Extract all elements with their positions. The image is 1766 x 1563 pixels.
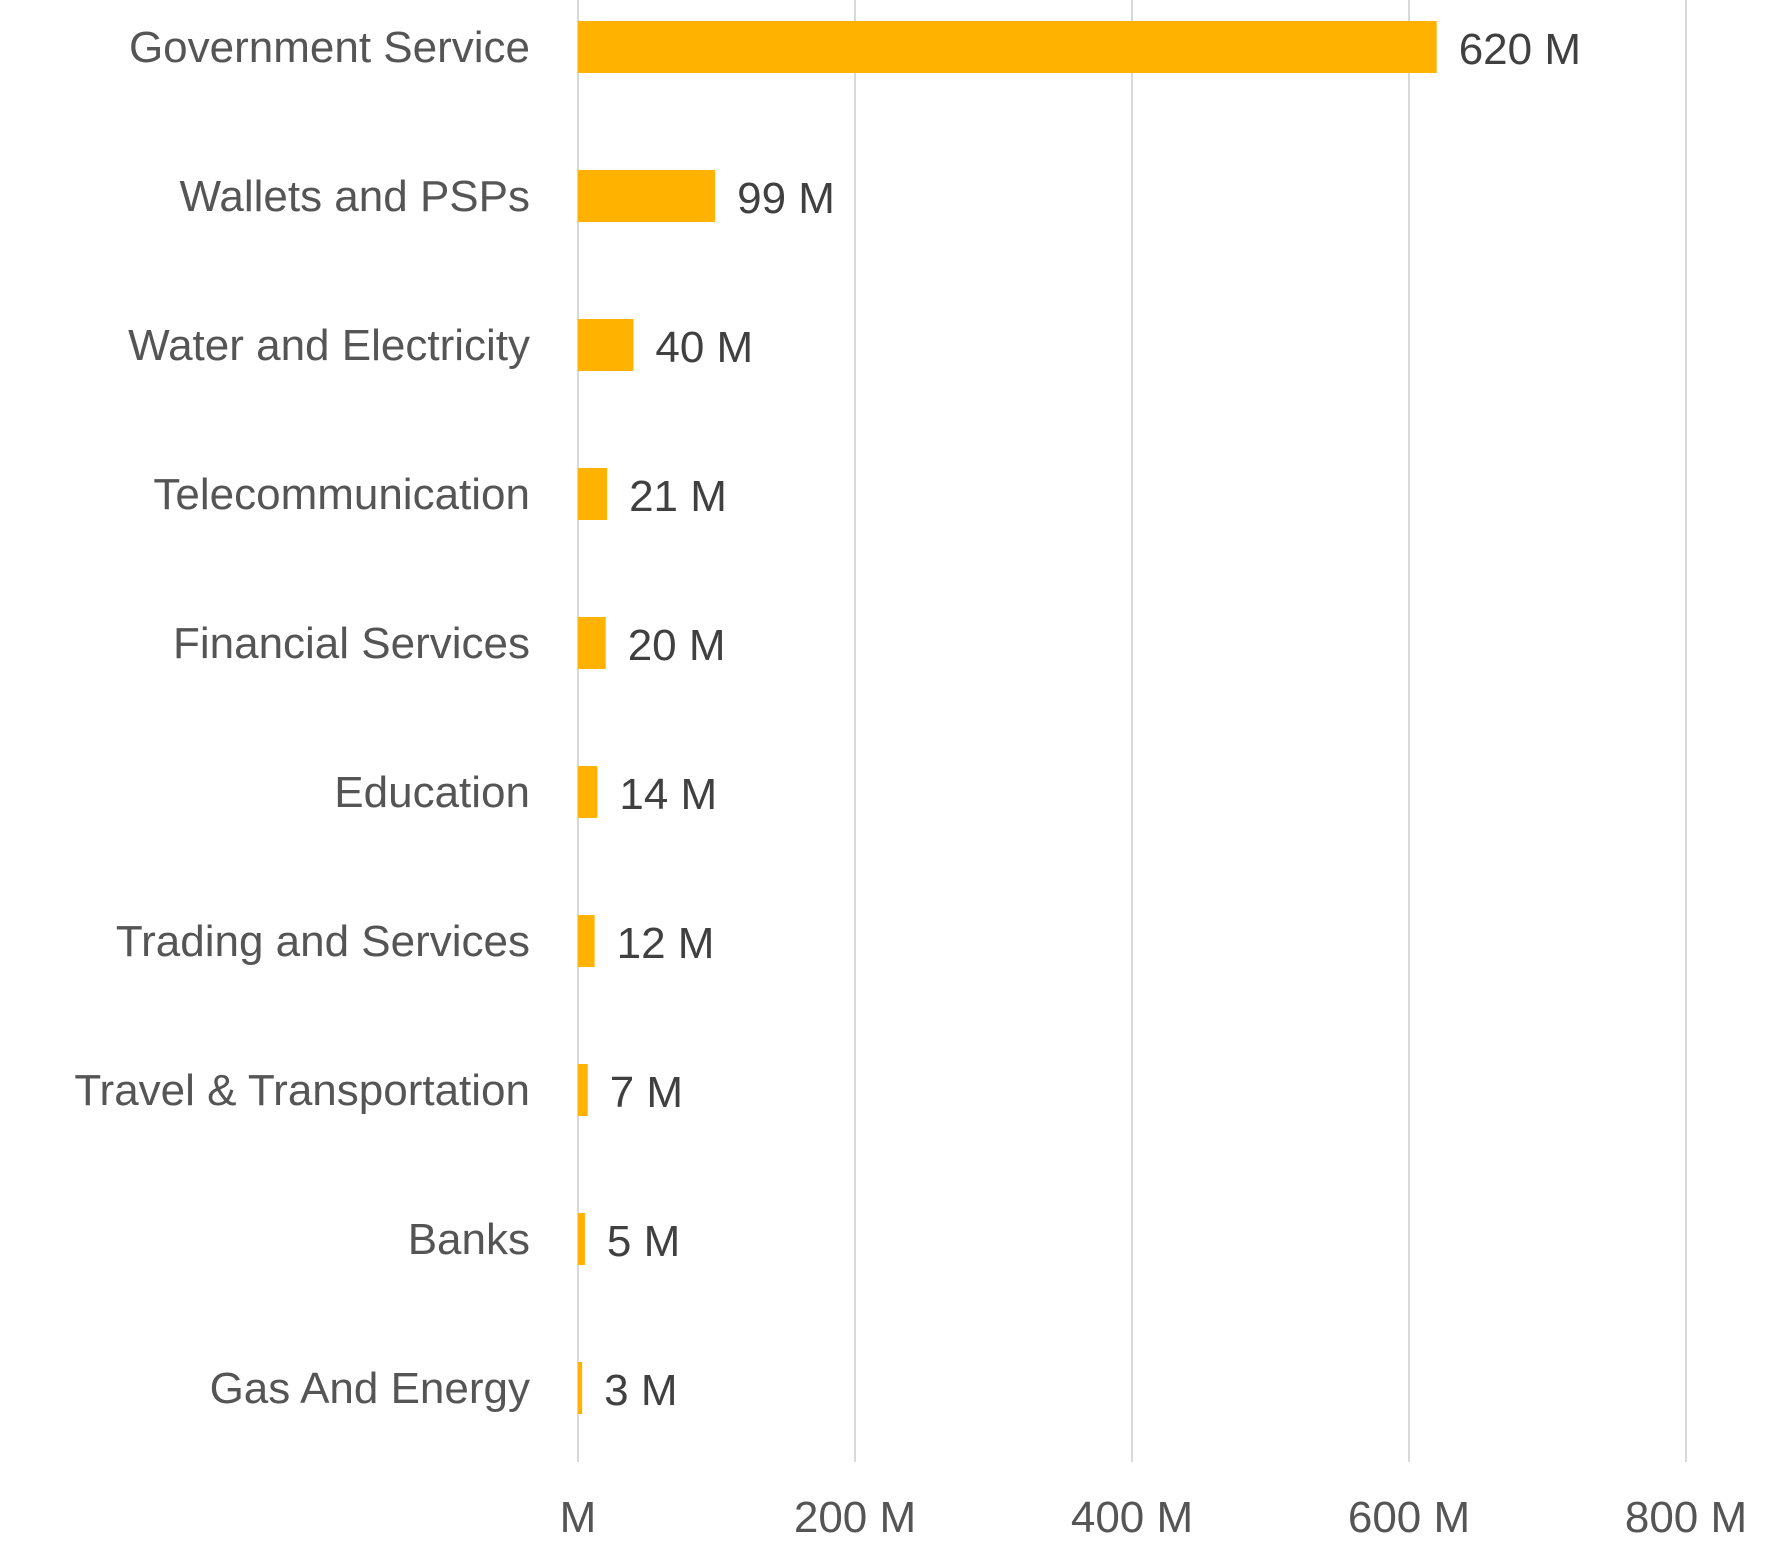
category-label: Gas And Energy [210,1364,530,1413]
category-label: Water and Electricity [128,321,530,370]
value-label: 20 M [628,621,726,670]
bar [578,1064,588,1116]
value-label: 99 M [737,174,835,223]
value-label: 21 M [629,472,727,521]
category-label: Education [334,768,530,817]
category-label: Travel & Transportation [74,1066,530,1115]
value-label: 620 M [1459,25,1581,74]
x-tick-label: 800 M [1625,1493,1747,1542]
value-labels: 620 M 99 M 40 M 21 M 20 M 14 M 12 M 7 M 5 M 3 M [604,25,1581,1415]
bar [578,915,595,967]
x-tick-label: 400 M [1071,1493,1193,1542]
category-label: Financial Services [173,619,530,668]
bar [578,617,606,669]
bar [578,1213,585,1265]
x-tick-label: 200 M [794,1493,916,1542]
value-label: 5 M [607,1217,680,1266]
bar [578,21,1437,73]
category-label: Government Service [129,23,530,72]
value-label: 14 M [619,770,717,819]
x-axis-tick-labels: M 200 M 400 M 600 M 800 M [560,1493,1747,1542]
bar [578,1362,583,1414]
category-label: Telecommunication [153,470,530,519]
category-label: Banks [408,1215,530,1264]
bars [578,21,1437,1414]
value-label: 40 M [655,323,753,372]
x-tick-label: 600 M [1348,1493,1470,1542]
bar [578,766,598,818]
category-label: Trading and Services [116,917,530,966]
bar [578,468,608,520]
value-label: 3 M [604,1366,677,1415]
x-tick-label: M [560,1493,597,1542]
value-label: 12 M [617,919,715,968]
bar [578,319,634,371]
category-label: Wallets and PSPs [179,172,530,221]
category-labels: Government Service Wallets and PSPs Water … [74,23,530,1413]
bar [578,170,716,222]
value-label: 7 M [610,1068,683,1117]
